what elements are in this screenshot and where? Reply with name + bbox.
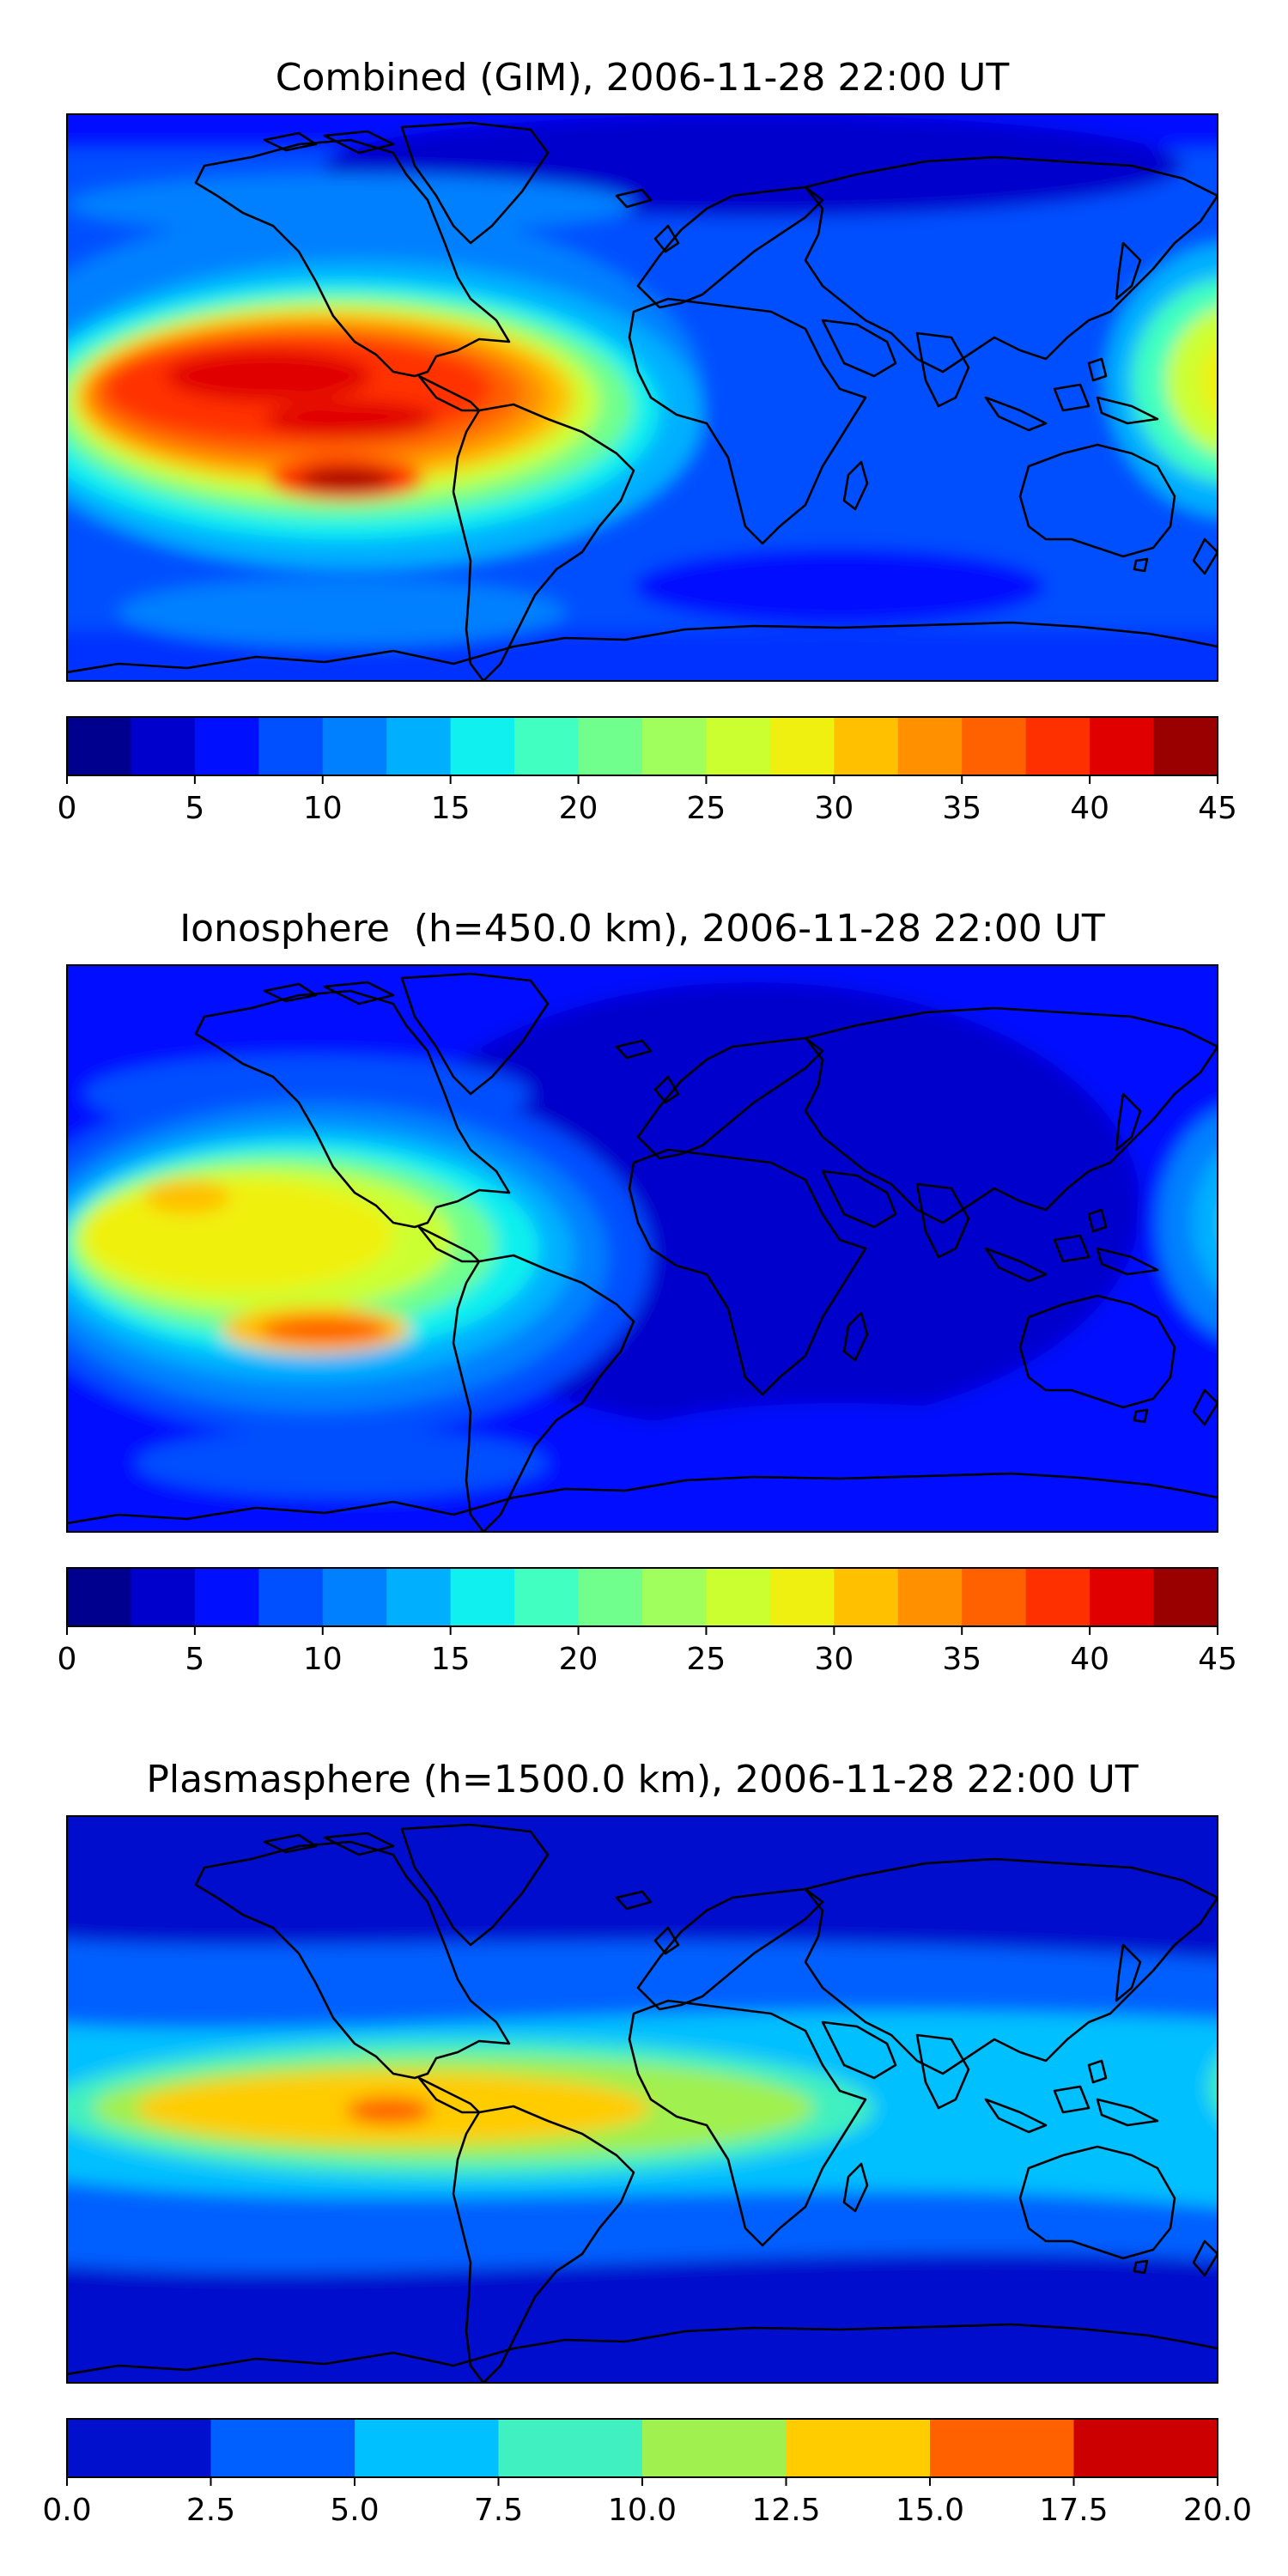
- colorbar-tick-label: 20.0: [1183, 2493, 1252, 2528]
- colorbar-swatch: [962, 717, 1027, 775]
- colorbar-tick-label: 15.0: [896, 2493, 964, 2528]
- colorbar-swatch: [498, 2419, 643, 2477]
- colorbar-tick-label: 10.0: [608, 2493, 677, 2528]
- colorbar-swatch: [834, 717, 899, 775]
- colorbar-swatch: [355, 2419, 499, 2477]
- colorbar-swatch: [258, 717, 324, 775]
- map-frame: [66, 964, 1218, 1533]
- colorbar-tick-label: 45: [1198, 791, 1237, 826]
- colorbar-tick-label: 5.0: [330, 2493, 379, 2528]
- colorbar-tick-label: 2.5: [186, 2493, 235, 2528]
- colorbar: 0 5 10 15 20 25 30 35 40 45: [58, 716, 1237, 826]
- colorbar-tick-label: 17.5: [1039, 2493, 1108, 2528]
- colorbar-swatch: [258, 1568, 324, 1626]
- colorbar-tick-label: 0: [58, 791, 77, 826]
- colorbar-tick-label: 25: [687, 791, 726, 826]
- colorbar-tick-label: 15: [431, 1642, 471, 1677]
- colorbar-swatch: [642, 1568, 707, 1626]
- colorbar-swatch: [930, 2419, 1074, 2477]
- colorbar-swatch: [514, 1568, 580, 1626]
- colorbar-swatch: [386, 1568, 452, 1626]
- colorbar-tick-label: 40: [1070, 1642, 1109, 1677]
- colorbar-swatch: [1153, 1568, 1218, 1626]
- colorbar-tick-label: 20: [559, 791, 598, 826]
- colorbar-swatch: [1090, 1568, 1155, 1626]
- colorbar-tick-label: 45: [1198, 1642, 1237, 1677]
- colorbar-tick-label: 30: [814, 791, 854, 826]
- colorbar-tick-label: 12.5: [751, 2493, 820, 2528]
- colorbar-swatch: [897, 1568, 963, 1626]
- colorbar-swatch: [450, 1568, 515, 1626]
- colorbar-swatch: [450, 717, 515, 775]
- colorbar-swatch: [578, 1568, 643, 1626]
- colorbar-swatch: [1073, 2419, 1218, 2477]
- colorbar-swatch: [1025, 1568, 1091, 1626]
- colorbar-swatch: [786, 2419, 931, 2477]
- colorbar-tick-label: 25: [687, 1642, 726, 1677]
- colorbar-frame: [66, 1567, 1218, 1627]
- colorbar-swatch: [1025, 717, 1091, 775]
- tec-map: [67, 114, 1218, 681]
- colorbar-tick-label: 5: [185, 1642, 204, 1677]
- colorbar-swatch: [897, 717, 963, 775]
- tec-map: [67, 1816, 1218, 2383]
- colorbar-swatch: [706, 1568, 771, 1626]
- colorbar-tick-label: 40: [1070, 791, 1109, 826]
- colorbar-swatch: [67, 717, 131, 775]
- colorbar-swatch: [194, 1568, 259, 1626]
- colorbar-swatch: [642, 717, 707, 775]
- panel-plasmasphere: Plasmasphere (h=1500.0 km), 2006-11-28 2…: [42, 1758, 1252, 2528]
- colorbar-frame: [66, 2418, 1218, 2478]
- colorbar: 0 5 10 15 20 25 30 35 40 45: [58, 1567, 1237, 1677]
- colorbar-swatch: [210, 2419, 355, 2477]
- colorbar-swatch: [322, 1568, 387, 1626]
- colorbar-tick-label: 0.0: [42, 2493, 91, 2528]
- colorbar-swatch: [322, 717, 387, 775]
- colorbar-swatch: [706, 717, 771, 775]
- panel-title: Ionosphere (h=450.0 km), 2006-11-28 22:0…: [179, 907, 1105, 951]
- colorbar-tick-label: 0: [58, 1642, 77, 1677]
- tec-map: [67, 965, 1218, 1532]
- panel-title: Combined (GIM), 2006-11-28 22:00 UT: [276, 56, 1010, 100]
- colorbar: 0.0 2.5 5.0 7.5 10.0 12.5 15.0 17.5 20.0: [42, 2418, 1252, 2528]
- colorbar-tick-label: 15: [431, 791, 471, 826]
- panel-title: Plasmasphere (h=1500.0 km), 2006-11-28 2…: [146, 1758, 1138, 1801]
- colorbar-swatch: [386, 717, 452, 775]
- colorbar-tick-label: 5: [185, 791, 204, 826]
- colorbar-swatch: [769, 717, 835, 775]
- colorbar-tick-label: 10: [303, 1642, 343, 1677]
- colorbar-swatch: [194, 717, 259, 775]
- colorbar-swatch: [769, 1568, 835, 1626]
- colorbar-tick-label: 20: [559, 1642, 598, 1677]
- colorbar-swatch: [962, 1568, 1027, 1626]
- colorbar-tick-label: 7.5: [474, 2493, 523, 2528]
- colorbar-swatch: [67, 2419, 211, 2477]
- map-frame: [66, 1815, 1218, 2384]
- colorbar-swatch: [834, 1568, 899, 1626]
- colorbar-frame: [66, 716, 1218, 776]
- colorbar-tick-label: 35: [942, 791, 981, 826]
- colorbar-swatch: [67, 1568, 131, 1626]
- colorbar-swatch: [514, 717, 580, 775]
- colorbar-swatch: [578, 717, 643, 775]
- colorbar-tick-label: 35: [942, 1642, 981, 1677]
- colorbar-swatch: [642, 2419, 787, 2477]
- panel-ionosphere: Ionosphere (h=450.0 km), 2006-11-28 22:0…: [58, 907, 1237, 1677]
- colorbar-swatch: [1153, 717, 1218, 775]
- colorbar-tick-label: 10: [303, 791, 343, 826]
- colorbar-swatch: [131, 1568, 196, 1626]
- panel-combined: Combined (GIM), 2006-11-28 22:00 UT: [58, 56, 1237, 826]
- colorbar-swatch: [1090, 717, 1155, 775]
- colorbar-tick-label: 30: [814, 1642, 854, 1677]
- colorbar-swatch: [131, 717, 196, 775]
- map-frame: [66, 113, 1218, 682]
